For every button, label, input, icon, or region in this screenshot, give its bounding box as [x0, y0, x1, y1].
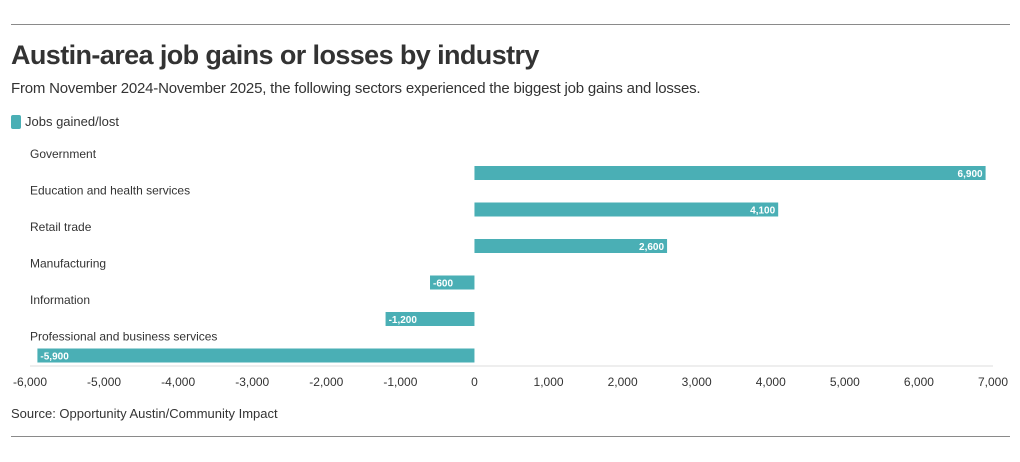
source-note: Source: Opportunity Austin/Community Imp…	[11, 406, 278, 421]
category-label: Education and health services	[30, 184, 190, 198]
x-tick-label: -4,000	[161, 375, 195, 389]
x-tick-label: -6,000	[13, 375, 47, 389]
bar	[37, 348, 475, 363]
x-tick-label: -3,000	[235, 375, 269, 389]
x-tick-label: 6,000	[904, 375, 934, 389]
chart-subtitle: From November 2024-November 2025, the fo…	[11, 80, 701, 97]
category-label: Government	[30, 147, 97, 161]
value-label: -5,900	[40, 352, 69, 363]
x-tick-label: 5,000	[830, 375, 860, 389]
value-label: 6,900	[958, 169, 983, 180]
x-tick-label: 4,000	[756, 375, 786, 389]
chart-title: Austin-area job gains or losses by indus…	[11, 40, 539, 70]
bar	[474, 239, 668, 253]
x-tick-label: 7,000	[978, 375, 1008, 389]
bottom-rule	[11, 436, 1010, 437]
legend-swatch	[11, 114, 21, 129]
top-rule	[11, 24, 1010, 25]
value-label: -1,200	[389, 315, 418, 326]
category-label: Information	[30, 293, 90, 307]
x-tick-label: -1,000	[383, 375, 417, 389]
bar-chart: Government 6,900 Education and health serv…	[13, 147, 1008, 389]
category-label: Retail trade	[30, 220, 92, 234]
value-label: 2,600	[639, 242, 664, 253]
x-tick-label: -5,000	[87, 375, 121, 389]
x-tick-label: 3,000	[682, 375, 712, 389]
legend: Jobs gained/lost	[11, 114, 119, 129]
x-tick-label: 2,000	[608, 375, 638, 389]
x-tick-label: -2,000	[309, 375, 343, 389]
bar	[474, 202, 779, 217]
category-label: Manufacturing	[30, 257, 106, 271]
bar	[474, 166, 986, 180]
value-label: -600	[433, 279, 453, 290]
value-label: 4,100	[750, 206, 775, 217]
category-label: Professional and business services	[30, 330, 217, 344]
legend-label: Jobs gained/lost	[25, 114, 119, 129]
x-tick-label: 0	[471, 375, 478, 389]
bar	[430, 275, 475, 290]
bar	[385, 312, 475, 326]
x-tick-label: 1,000	[534, 375, 564, 389]
